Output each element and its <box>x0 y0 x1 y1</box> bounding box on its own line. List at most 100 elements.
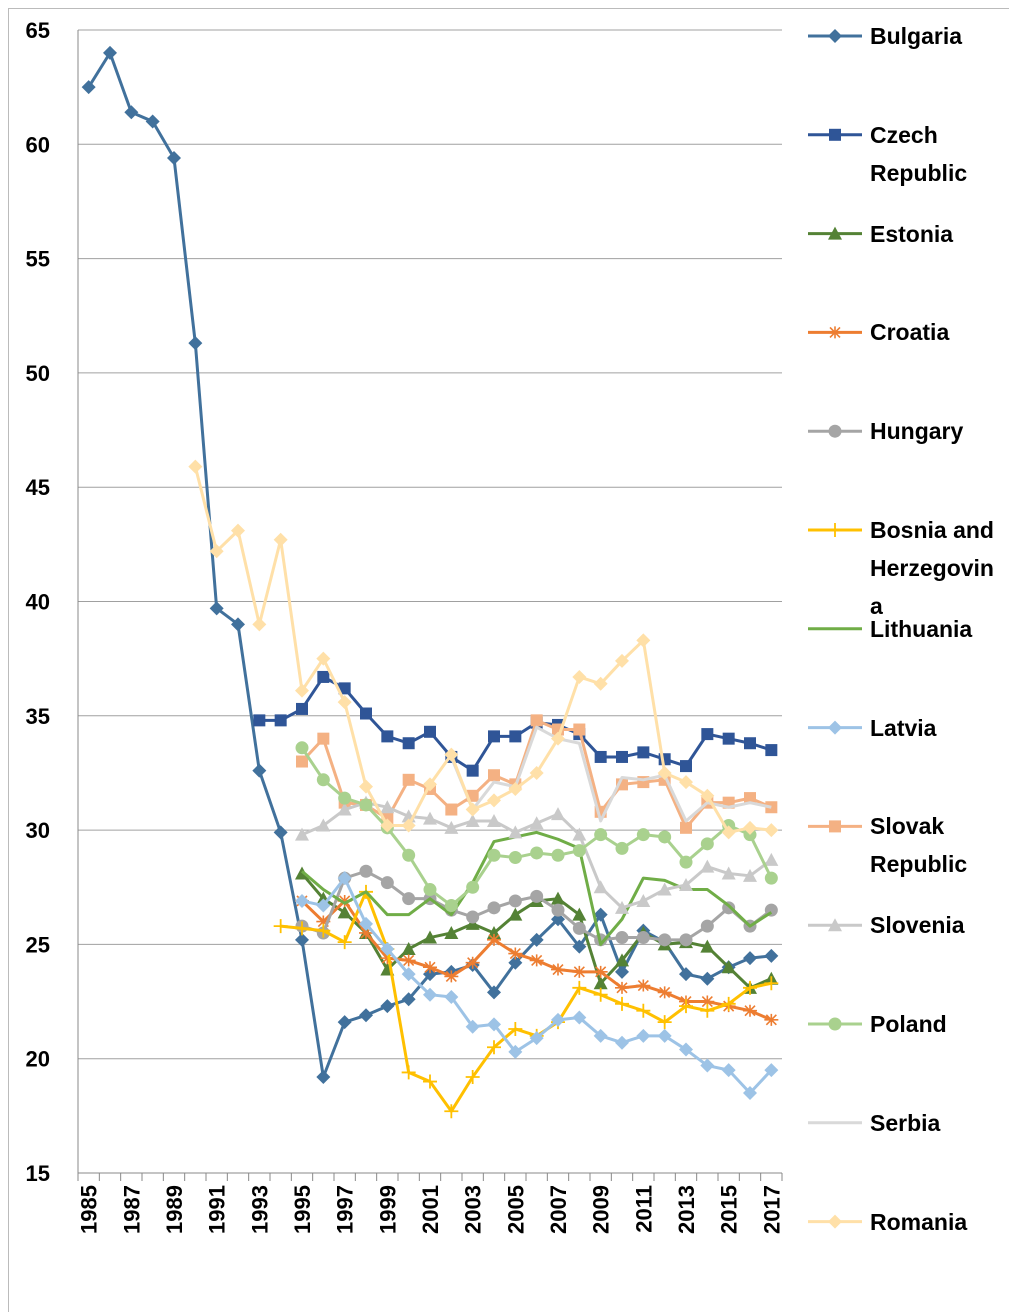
marker <box>423 1074 437 1089</box>
marker <box>487 985 501 1000</box>
marker <box>764 1063 779 1078</box>
marker <box>529 765 544 780</box>
marker <box>529 932 544 947</box>
marker <box>338 791 352 805</box>
marker <box>316 818 331 832</box>
marker <box>337 894 352 907</box>
marker <box>828 1214 842 1229</box>
marker <box>444 747 459 762</box>
marker <box>359 926 373 939</box>
marker <box>359 798 373 812</box>
marker <box>508 947 523 960</box>
marker <box>401 954 416 967</box>
marker <box>700 939 715 953</box>
marker <box>466 910 480 924</box>
marker <box>657 882 672 896</box>
y-tick-label: 45 <box>26 475 50 500</box>
marker <box>721 825 736 840</box>
marker <box>188 336 203 351</box>
marker <box>487 933 501 946</box>
marker <box>316 1069 331 1084</box>
marker <box>743 951 757 966</box>
marker <box>551 848 565 862</box>
marker <box>828 29 842 43</box>
marker <box>701 728 714 741</box>
marker <box>423 777 437 792</box>
marker <box>509 730 522 743</box>
marker <box>252 617 267 632</box>
marker <box>593 907 608 922</box>
y-tick-label: 20 <box>26 1047 50 1072</box>
marker <box>679 877 693 891</box>
marker <box>317 732 330 745</box>
marker <box>423 987 437 1002</box>
marker <box>551 891 565 905</box>
legend-label: Hungary <box>870 418 964 445</box>
marker <box>295 893 309 908</box>
marker <box>636 828 650 842</box>
marker <box>657 1015 672 1030</box>
marker <box>530 846 544 860</box>
marker <box>508 1021 523 1036</box>
marker <box>829 128 841 141</box>
marker <box>401 1065 416 1080</box>
legend-label: Serbia <box>870 1109 941 1136</box>
x-tick-label: 1999 <box>375 1185 400 1234</box>
marker <box>743 980 757 995</box>
marker <box>402 848 416 862</box>
marker <box>401 992 416 1007</box>
marker <box>636 893 651 907</box>
series-line <box>449 725 772 823</box>
marker <box>700 1058 715 1073</box>
marker <box>700 919 714 933</box>
marker <box>316 923 331 938</box>
marker <box>296 702 308 715</box>
marker <box>744 792 756 805</box>
marker <box>487 813 501 827</box>
marker <box>657 765 672 780</box>
marker <box>401 967 416 982</box>
legend-label: Estonia <box>870 220 954 247</box>
marker <box>615 996 629 1011</box>
marker <box>743 1004 757 1017</box>
legend-label: Bulgaria <box>870 23 963 49</box>
series <box>301 830 773 946</box>
marker <box>828 1017 842 1031</box>
marker <box>316 773 330 787</box>
marker <box>764 948 779 963</box>
marker <box>487 1017 501 1032</box>
marker <box>572 980 587 995</box>
marker <box>721 1063 736 1078</box>
marker <box>572 669 587 684</box>
x-tick-label: 1993 <box>247 1185 272 1234</box>
series <box>188 459 779 840</box>
marker <box>231 523 245 538</box>
marker <box>615 1035 629 1050</box>
marker <box>231 617 245 632</box>
marker <box>444 820 459 834</box>
marker <box>572 844 586 858</box>
marker <box>488 769 500 782</box>
marker <box>551 963 565 976</box>
marker <box>743 1085 757 1100</box>
x-tick-label: 2009 <box>589 1185 614 1234</box>
marker <box>402 737 415 750</box>
legend-label: Romania <box>870 1208 968 1235</box>
marker <box>764 976 779 991</box>
marker <box>721 996 736 1011</box>
marker <box>679 933 693 947</box>
marker <box>551 903 565 917</box>
marker <box>593 976 608 990</box>
marker <box>679 967 693 982</box>
marker <box>273 919 288 934</box>
marker <box>380 876 394 890</box>
marker <box>636 1003 651 1018</box>
marker <box>337 905 352 919</box>
marker <box>530 714 543 727</box>
marker <box>572 965 587 978</box>
marker <box>658 830 672 844</box>
marker <box>380 818 395 833</box>
marker <box>273 532 288 547</box>
marker <box>423 811 437 825</box>
